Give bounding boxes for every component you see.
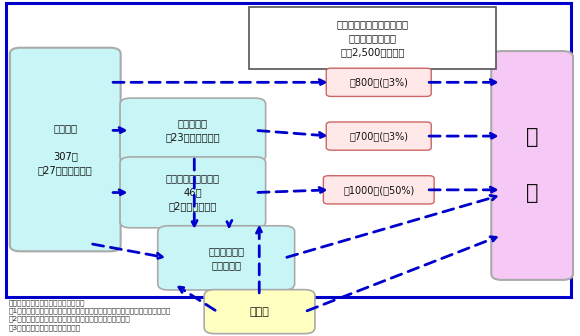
Text: 農学系大学
約23千人／年卒業: 農学系大学 約23千人／年卒業 (165, 118, 220, 142)
FancyBboxPatch shape (120, 98, 266, 162)
Text: 約1000人(約50%): 約1000人(約50%) (343, 185, 414, 195)
FancyBboxPatch shape (158, 226, 295, 290)
FancyBboxPatch shape (249, 7, 496, 69)
Text: 農業関係の学校・研修教育
機関からの就農者
（約2,500人／年）: 農業関係の学校・研修教育 機関からの就農者 （約2,500人／年） (336, 19, 409, 57)
Text: 約800人(約3%): 約800人(約3%) (349, 77, 408, 87)
FancyBboxPatch shape (326, 68, 432, 96)
FancyBboxPatch shape (204, 290, 315, 334)
Text: 農業高校

307校
約27千人／年卒業: 農業高校 307校 約27千人／年卒業 (38, 124, 93, 175)
FancyBboxPatch shape (120, 157, 266, 228)
Text: 約700人(約3%): 約700人(約3%) (349, 131, 408, 141)
FancyBboxPatch shape (6, 3, 571, 297)
FancyBboxPatch shape (10, 48, 121, 251)
FancyBboxPatch shape (326, 122, 432, 150)
Text: 資料：文部科学省及び農林水産省調べ: 資料：文部科学省及び農林水産省調べ (9, 300, 85, 306)
Text: 道府県農業大学校等
46校
約2千人／年卒業: 道府県農業大学校等 46校 約2千人／年卒業 (166, 173, 220, 211)
Text: 農業法人等に
おける研修: 農業法人等に おける研修 (208, 246, 244, 270)
Text: 社会人: 社会人 (249, 307, 270, 317)
Text: 注3：（）内は卒業者に占める割合: 注3：（）内は卒業者に占める割合 (9, 324, 81, 331)
Text: 注1：大学・短大は修士・博士課程を、道府県農業大学校等は研究課程を含む。: 注1：大学・短大は修士・博士課程を、道府県農業大学校等は研究課程を含む。 (9, 308, 171, 314)
FancyBboxPatch shape (324, 176, 434, 204)
Text: 就

農: 就 農 (526, 127, 538, 204)
FancyBboxPatch shape (491, 51, 573, 280)
Text: 注2：農業高校、大学・短大の就農者には林業関係も含む。: 注2：農業高校、大学・短大の就農者には林業関係も含む。 (9, 316, 130, 323)
